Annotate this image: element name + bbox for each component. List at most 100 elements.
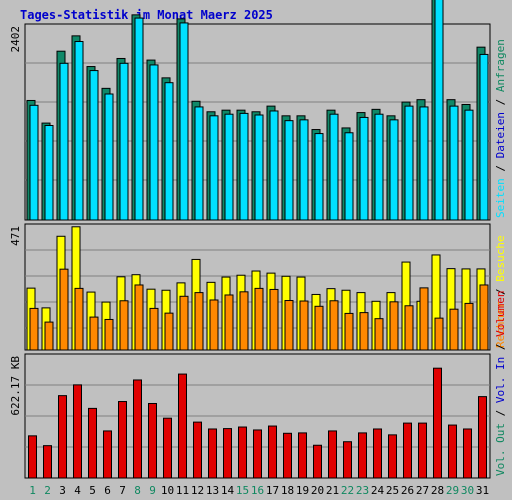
x-tick-label: 16: [251, 484, 264, 497]
bar-requests-dateien-day-22: [344, 132, 354, 221]
bar-visits-rechner-day-3: [59, 268, 69, 351]
bar-volume-volumen-day-4: [73, 384, 82, 479]
bar-requests-dateien-day-15: [239, 112, 249, 221]
x-tick-label: 30: [461, 484, 474, 497]
x-tick-label: 31: [476, 484, 489, 497]
x-tick-label: 13: [206, 484, 219, 497]
chart-title: Tages-Statistik im Monat Maerz 2025: [20, 8, 273, 22]
bar-requests-dateien-day-18: [284, 120, 294, 221]
bar-volume-volumen-day-13: [208, 428, 217, 479]
bar-volume-volumen-day-23: [358, 432, 367, 479]
bar-requests-dateien-day-25: [389, 119, 399, 221]
bar-requests-dateien-day-14: [224, 113, 234, 221]
chart-panels: 2402 Seiten / Dateien / Anfragen 471 Rechne…: [9, 0, 507, 479]
legend-entry: Anfragen: [494, 39, 507, 92]
bar-volume-volumen-day-30: [463, 428, 472, 479]
legend-separator: /: [494, 403, 507, 423]
x-tick-label: 3: [59, 484, 66, 497]
x-tick-label: 10: [161, 484, 174, 497]
panel-volume: 622.17 KB Vol. Out / Vol. In / Volumen: [9, 291, 507, 479]
legend-separator: /: [494, 337, 507, 357]
legend-separator: /: [494, 158, 507, 178]
bar-visits-rechner-day-21: [329, 300, 339, 351]
bar-visits-rechner-day-13: [209, 299, 219, 351]
bar-visits-rechner-day-27: [419, 287, 429, 351]
bar-visits-rechner-day-6: [104, 318, 114, 351]
bar-volume-volumen-day-14: [223, 428, 232, 479]
bar-requests-dateien-day-30: [464, 109, 474, 221]
bar-volume-volumen-day-3: [58, 395, 67, 479]
bar-visits-rechner-day-28: [434, 317, 444, 351]
bar-volume-volumen-day-24: [373, 428, 382, 479]
bar-requests-dateien-day-3: [59, 62, 69, 221]
bar-visits-rechner-day-17: [269, 288, 279, 351]
bar-requests-dateien-day-17: [269, 110, 279, 221]
bar-volume-volumen-day-18: [283, 432, 292, 479]
bar-visits-rechner-day-20: [314, 305, 324, 351]
bar-visits-rechner-day-5: [89, 316, 99, 351]
x-tick-label: 4: [74, 484, 81, 497]
x-tick-label: 29: [446, 484, 459, 497]
bar-requests-dateien-day-6: [104, 93, 114, 221]
bar-volume-volumen-day-16: [253, 429, 262, 479]
legend-entry: Dateien: [494, 112, 507, 158]
bar-requests-dateien-day-8: [134, 17, 144, 221]
bar-volume-volumen-day-26: [403, 422, 412, 479]
legend-separator: /: [494, 282, 507, 302]
bar-visits-rechner-day-1: [29, 307, 39, 351]
legend-volume: Vol. Out / Vol. In / Volumen: [494, 291, 507, 476]
bar-volume-volumen-day-2: [43, 445, 52, 479]
bar-requests-dateien-day-7: [119, 62, 129, 221]
bar-visits-rechner-day-30: [464, 302, 474, 351]
bar-visits-rechner-day-2: [44, 321, 54, 351]
legend-entry: Volumen: [494, 291, 507, 337]
x-tick-label: 19: [296, 484, 309, 497]
bar-requests-dateien-day-26: [404, 105, 414, 221]
x-tick-label: 11: [176, 484, 189, 497]
x-tick-label: 27: [416, 484, 429, 497]
x-tick-label: 5: [89, 484, 96, 497]
bar-visits-rechner-day-7: [119, 300, 129, 351]
x-tick-label: 15: [236, 484, 249, 497]
bar-volume-volumen-day-27: [418, 422, 427, 479]
bar-volume-volumen-day-8: [133, 379, 142, 479]
x-tick-label: 24: [371, 484, 385, 497]
bar-volume-volumen-day-5: [88, 407, 97, 479]
bar-volume-volumen-day-15: [238, 426, 247, 479]
bar-requests-dateien-day-4: [74, 41, 84, 221]
bar-requests-dateien-day-11: [179, 22, 189, 221]
bar-requests-dateien-day-1: [29, 104, 39, 221]
x-tick-label: 8: [134, 484, 141, 497]
bar-visits-rechner-day-29: [449, 308, 459, 351]
legend-entry: Rechner: [494, 301, 507, 348]
bar-visits-rechner-day-15: [239, 291, 249, 351]
bar-visits-rechner-day-31: [479, 284, 489, 351]
x-tick-label: 26: [401, 484, 414, 497]
bar-visits-rechner-day-4: [74, 287, 84, 351]
bar-volume-volumen-day-31: [478, 396, 487, 479]
bar-requests-dateien-day-10: [164, 82, 174, 221]
x-axis-day-labels: 1 2 3 4 5 6 7 8 9 10 11 12 13 14 15 16 17 18 19 20 21 22 23 24 2…: [29, 484, 489, 497]
bar-visits-rechner-day-11: [179, 295, 189, 351]
x-tick-label: 9: [149, 484, 156, 497]
bar-volume-volumen-day-19: [298, 432, 307, 479]
bar-visits-rechner-day-26: [404, 305, 414, 351]
bar-visits-rechner-day-25: [389, 301, 399, 351]
bar-visits-rechner-day-10: [164, 312, 174, 351]
bar-visits-rechner-day-9: [149, 307, 159, 351]
bar-volume-volumen-day-28: [433, 367, 442, 479]
bar-visits-rechner-day-8: [134, 284, 144, 351]
y-max-label-visits: 471: [9, 226, 22, 246]
bar-requests-dateien-day-28: [434, 0, 444, 221]
bar-visits-rechner-day-19: [299, 300, 309, 351]
bar-requests-dateien-day-19: [299, 119, 309, 221]
bar-volume-volumen-day-25: [388, 434, 397, 479]
bar-volume-volumen-day-1: [28, 435, 37, 479]
legend-entry: Besuche: [494, 235, 507, 281]
panel-requests: 2402 Seiten / Dateien / Anfragen: [9, 0, 507, 221]
bar-volume-volumen-day-20: [313, 444, 322, 479]
bar-requests-dateien-day-29: [449, 105, 459, 221]
legend-visits: Rechner / Besuche: [494, 235, 507, 348]
bar-requests-dateien-day-13: [209, 115, 219, 221]
x-tick-label: 6: [104, 484, 111, 497]
